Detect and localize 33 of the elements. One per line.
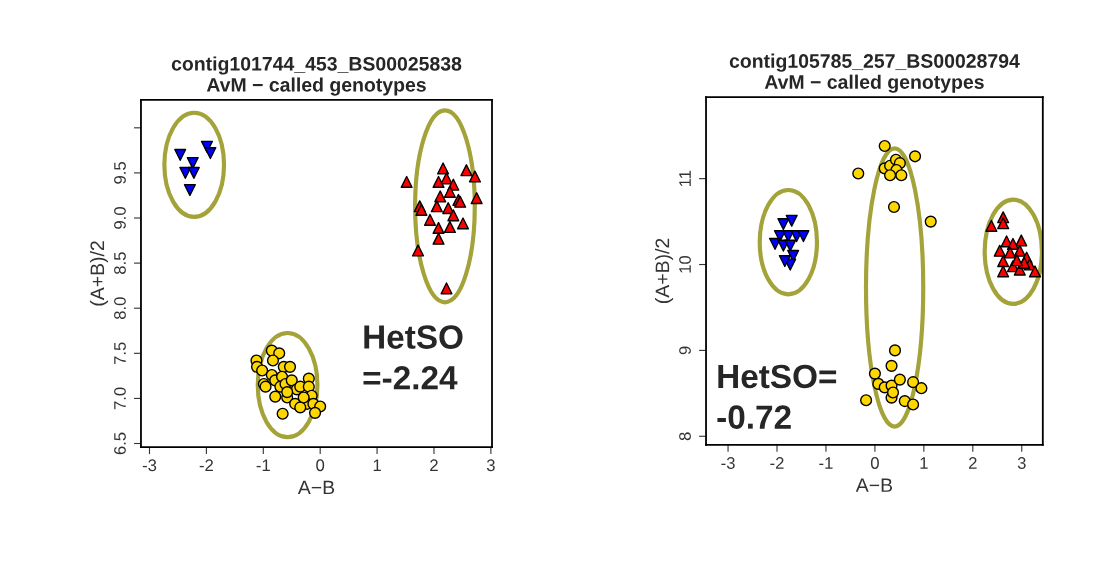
x-tick-label: 2 (969, 457, 977, 469)
x-tick-label: -1 (256, 459, 270, 471)
x-axis-title: A−B (855, 478, 893, 492)
annotation: HetSO= -0.72 (717, 364, 837, 429)
y-tick-label: 8.0 (114, 297, 126, 320)
y-axis-title: (A+B)/2 (655, 238, 674, 303)
x-tick-label: 1 (373, 459, 381, 471)
x-axis-title: A−B (297, 480, 335, 495)
y-tick-label: 9 (679, 346, 691, 355)
x-tick-label: 0 (870, 457, 879, 469)
y-tick-label: 11 (679, 170, 691, 187)
annotation: HetSO =-2.24 (363, 325, 463, 390)
chart-title: contig105785_257_BS00028794 AvM − called genotypes (729, 53, 1020, 93)
y-tick-label: 10 (679, 255, 691, 273)
x-tick-label: 0 (316, 459, 325, 472)
y-tick-label: 9.0 (114, 207, 126, 229)
y-tick-label: 9.5 (114, 162, 126, 184)
x-tick-label: 2 (430, 459, 438, 471)
y-tick-label: 7.5 (114, 342, 126, 365)
chart-title: contig101744_453_BS00025838 AvM − called genotypes (171, 56, 462, 96)
y-tick-label: 8.5 (114, 252, 126, 274)
x-tick-label: -2 (199, 459, 213, 471)
x-tick-label: -3 (721, 457, 735, 469)
x-tick-label: 1 (920, 457, 928, 469)
y-tick-label: 7.0 (114, 387, 126, 410)
x-tick-label: -1 (819, 457, 833, 469)
x-tick-label: 3 (486, 459, 495, 472)
x-tick-label: -2 (770, 457, 784, 469)
y-tick-label: 6.5 (114, 432, 126, 455)
x-tick-label: 3 (1017, 457, 1026, 469)
y-axis-title: (A+B)/2 (89, 241, 109, 306)
y-tick-label: 8 (679, 432, 691, 441)
x-tick-label: -3 (142, 459, 157, 472)
